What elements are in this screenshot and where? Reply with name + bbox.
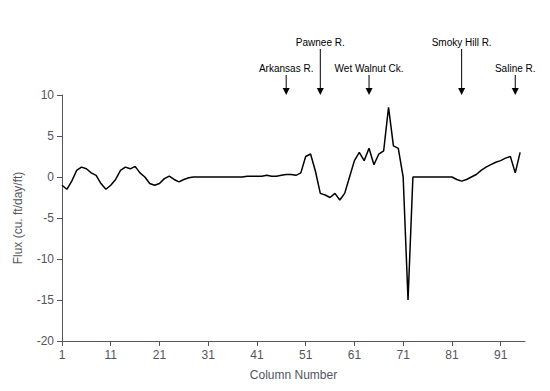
svg-text:10: 10 — [41, 88, 55, 102]
svg-text:61: 61 — [348, 348, 362, 362]
svg-text:Column Number: Column Number — [250, 368, 337, 382]
svg-text:51: 51 — [299, 348, 313, 362]
svg-text:-5: -5 — [43, 211, 54, 225]
svg-text:Wet Walnut Ck.: Wet Walnut Ck. — [335, 63, 404, 74]
svg-text:0: 0 — [47, 170, 54, 184]
svg-text:91: 91 — [494, 348, 508, 362]
svg-text:31: 31 — [202, 348, 216, 362]
svg-text:5: 5 — [47, 129, 54, 143]
svg-text:1: 1 — [59, 348, 66, 362]
svg-text:11: 11 — [105, 348, 118, 362]
svg-text:81: 81 — [445, 348, 459, 362]
svg-text:-15: -15 — [37, 293, 55, 307]
svg-text:Pawnee R.: Pawnee R. — [296, 37, 345, 48]
svg-text:41: 41 — [250, 348, 264, 362]
svg-text:-10: -10 — [37, 252, 55, 266]
svg-text:Saline R.: Saline R. — [495, 63, 536, 74]
svg-text:Flux (cu. ft/day/ft): Flux (cu. ft/day/ft) — [11, 172, 25, 265]
svg-text:21: 21 — [153, 348, 167, 362]
svg-text:-20: -20 — [37, 334, 55, 348]
svg-text:Smoky Hill R.: Smoky Hill R. — [432, 37, 492, 48]
svg-text:71: 71 — [396, 348, 410, 362]
svg-text:Arkansas R.: Arkansas R. — [259, 63, 313, 74]
